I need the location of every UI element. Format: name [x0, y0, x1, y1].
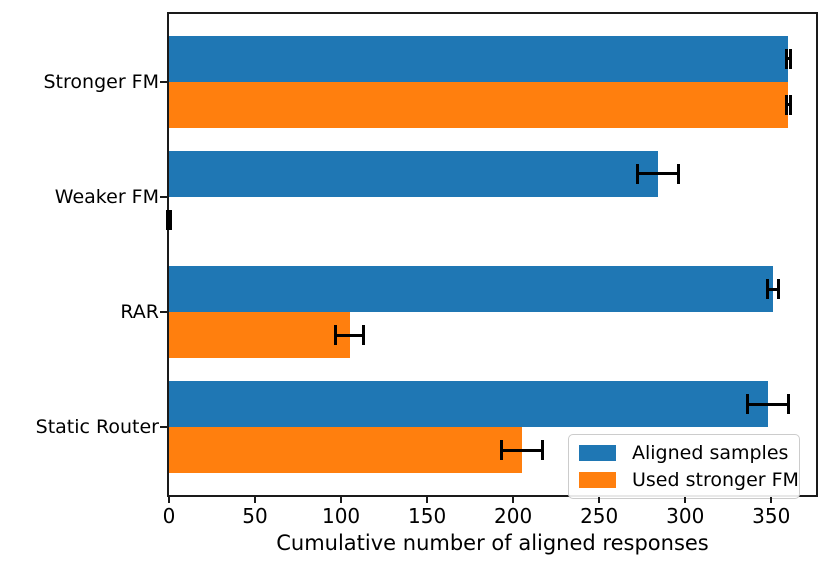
x-tick-350 [770, 497, 773, 503]
bar-static-router-aligned-samples [169, 381, 768, 428]
errorbar-weaker-fm-aligned-samples-cap-right [676, 163, 680, 184]
y-tick-stronger-fm [160, 80, 167, 83]
legend-swatch-used-stronger-fm [579, 472, 616, 488]
errorbar-weaker-fm-aligned-samples [637, 172, 679, 176]
errorbar-rar-aligned-samples-cap-right [776, 279, 780, 300]
bar-rar-aligned-samples [169, 266, 773, 313]
x-tick-label-100: 100 [321, 504, 361, 528]
y-label-stronger-fm: Stronger FM [43, 70, 160, 93]
y-label-rar: RAR [120, 301, 159, 324]
y-label-weaker-fm: Weaker FM [54, 185, 159, 208]
x-tick-label-250: 250 [580, 504, 619, 528]
x-tick-label-350: 350 [752, 504, 791, 528]
errorbar-rar-aligned-samples-cap-left [766, 279, 770, 300]
errorbar-rar-aligned-samples [767, 287, 779, 291]
x-tick-0 [168, 497, 170, 503]
x-tick-label-300: 300 [666, 504, 705, 528]
y-tick-static-router [160, 426, 167, 429]
errorbar-weaker-fm-used-stronger-fm-cap-right [169, 209, 173, 230]
errorbar-stronger-fm-aligned-samples-cap-right [788, 48, 792, 69]
x-tick-50 [254, 497, 257, 503]
x-tick-label-0: 0 [162, 504, 176, 528]
y-label-static-router: Static Router [35, 416, 159, 439]
legend-entry-used-stronger-fm: Used stronger FM [579, 469, 799, 491]
errorbar-rar-used-stronger-fm-cap-right [361, 325, 365, 346]
legend-entry-aligned-samples: Aligned samples [579, 442, 789, 464]
legend-label-aligned-samples: Aligned samples [632, 442, 789, 464]
bar-stronger-fm-aligned-samples [169, 35, 789, 82]
errorbar-static-router-used-stronger-fm [501, 448, 543, 452]
errorbar-stronger-fm-aligned-samples [786, 57, 791, 61]
x-tick-label-50: 50 [242, 504, 268, 528]
y-tick-weaker-fm [160, 195, 167, 198]
errorbar-stronger-fm-used-stronger-fm-cap-left [785, 94, 789, 115]
y-tick-rar [160, 311, 167, 314]
bar-static-router-used-stronger-fm [169, 427, 522, 474]
legend: Aligned samples Used stronger FM [568, 434, 800, 499]
errorbar-static-router-used-stronger-fm-cap-left [499, 440, 503, 461]
errorbar-static-router-aligned-samples-cap-right [786, 394, 790, 415]
errorbar-static-router-aligned-samples-cap-left [745, 394, 749, 415]
x-tick-300 [684, 497, 687, 503]
plot-area [165, 12, 818, 497]
errorbar-weaker-fm-used-stronger-fm [167, 218, 171, 222]
bar-stronger-fm-used-stronger-fm [169, 81, 789, 128]
legend-swatch-aligned-samples [579, 445, 616, 461]
x-tick-150 [426, 497, 429, 503]
errorbar-weaker-fm-aligned-samples-cap-left [635, 163, 639, 184]
errorbar-static-router-aligned-samples [747, 402, 789, 406]
errorbar-stronger-fm-aligned-samples-cap-left [785, 48, 789, 69]
bar-weaker-fm-aligned-samples [169, 150, 658, 197]
x-tick-label-150: 150 [408, 504, 447, 528]
legend-label-used-stronger-fm: Used stronger FM [632, 469, 799, 491]
x-tick-200 [512, 497, 515, 503]
errorbar-stronger-fm-used-stronger-fm [786, 103, 791, 107]
errorbar-stronger-fm-used-stronger-fm-cap-right [788, 94, 792, 115]
x-tick-250 [598, 497, 601, 503]
errorbar-rar-used-stronger-fm [335, 333, 364, 337]
bar-rar-used-stronger-fm [169, 312, 350, 359]
x-tick-100 [340, 497, 343, 503]
errorbar-rar-used-stronger-fm-cap-left [334, 325, 338, 346]
x-axis-title: Cumulative number of aligned responses [276, 531, 709, 555]
errorbar-static-router-used-stronger-fm-cap-right [540, 440, 544, 461]
errorbar-weaker-fm-used-stronger-fm-cap-left [165, 209, 169, 230]
x-tick-label-200: 200 [494, 504, 533, 528]
